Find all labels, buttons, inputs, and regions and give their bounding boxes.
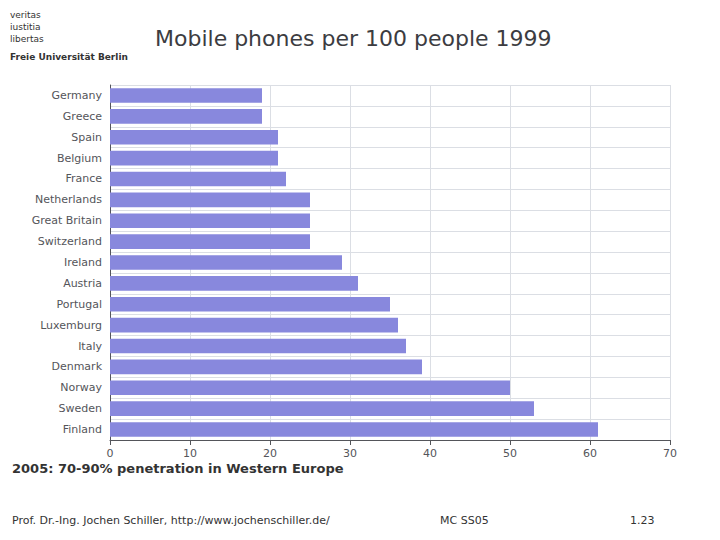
svg-text:Germany: Germany xyxy=(51,89,102,102)
svg-text:Mobile phones per 100 people 1: Mobile phones per 100 people 1999 xyxy=(155,26,552,51)
svg-text:Greece: Greece xyxy=(63,110,102,123)
svg-text:Belgium: Belgium xyxy=(57,152,102,165)
svg-text:10: 10 xyxy=(183,447,197,460)
svg-text:Finland: Finland xyxy=(63,423,102,436)
svg-text:40: 40 xyxy=(423,447,437,460)
svg-text:France: France xyxy=(65,172,102,185)
svg-text:70: 70 xyxy=(663,447,677,460)
svg-text:Denmark: Denmark xyxy=(51,360,102,373)
svg-text:50: 50 xyxy=(503,447,517,460)
svg-text:iustitia: iustitia xyxy=(10,22,40,32)
svg-text:60: 60 xyxy=(583,447,597,460)
svg-text:MC SS05: MC SS05 xyxy=(440,514,489,527)
svg-text:0: 0 xyxy=(107,447,114,460)
svg-text:Norway: Norway xyxy=(60,381,102,394)
svg-text:Sweden: Sweden xyxy=(59,402,102,415)
svg-text:Italy: Italy xyxy=(78,340,102,353)
svg-text:Spain: Spain xyxy=(71,131,102,144)
svg-text:Portugal: Portugal xyxy=(56,298,102,311)
svg-text:Austria: Austria xyxy=(63,277,102,290)
svg-text:Luxemburg: Luxemburg xyxy=(40,319,102,332)
svg-text:Ireland: Ireland xyxy=(64,256,102,269)
svg-text:Great Britain: Great Britain xyxy=(32,214,102,227)
svg-text:Switzerland: Switzerland xyxy=(38,235,102,248)
svg-text:Netherlands: Netherlands xyxy=(35,193,102,206)
svg-text:1.23: 1.23 xyxy=(630,514,655,527)
svg-text:veritas: veritas xyxy=(10,10,41,20)
svg-text:2005: 70-90% penetration in We: 2005: 70-90% penetration in Western Euro… xyxy=(12,461,344,476)
svg-text:20: 20 xyxy=(263,447,277,460)
svg-text:30: 30 xyxy=(343,447,357,460)
svg-text:libertas: libertas xyxy=(10,34,44,44)
svg-text:Freie Universität Berlin: Freie Universität Berlin xyxy=(10,52,128,62)
svg-text:Prof. Dr.-Ing. Jochen Schiller: Prof. Dr.-Ing. Jochen Schiller, http://w… xyxy=(12,514,330,527)
